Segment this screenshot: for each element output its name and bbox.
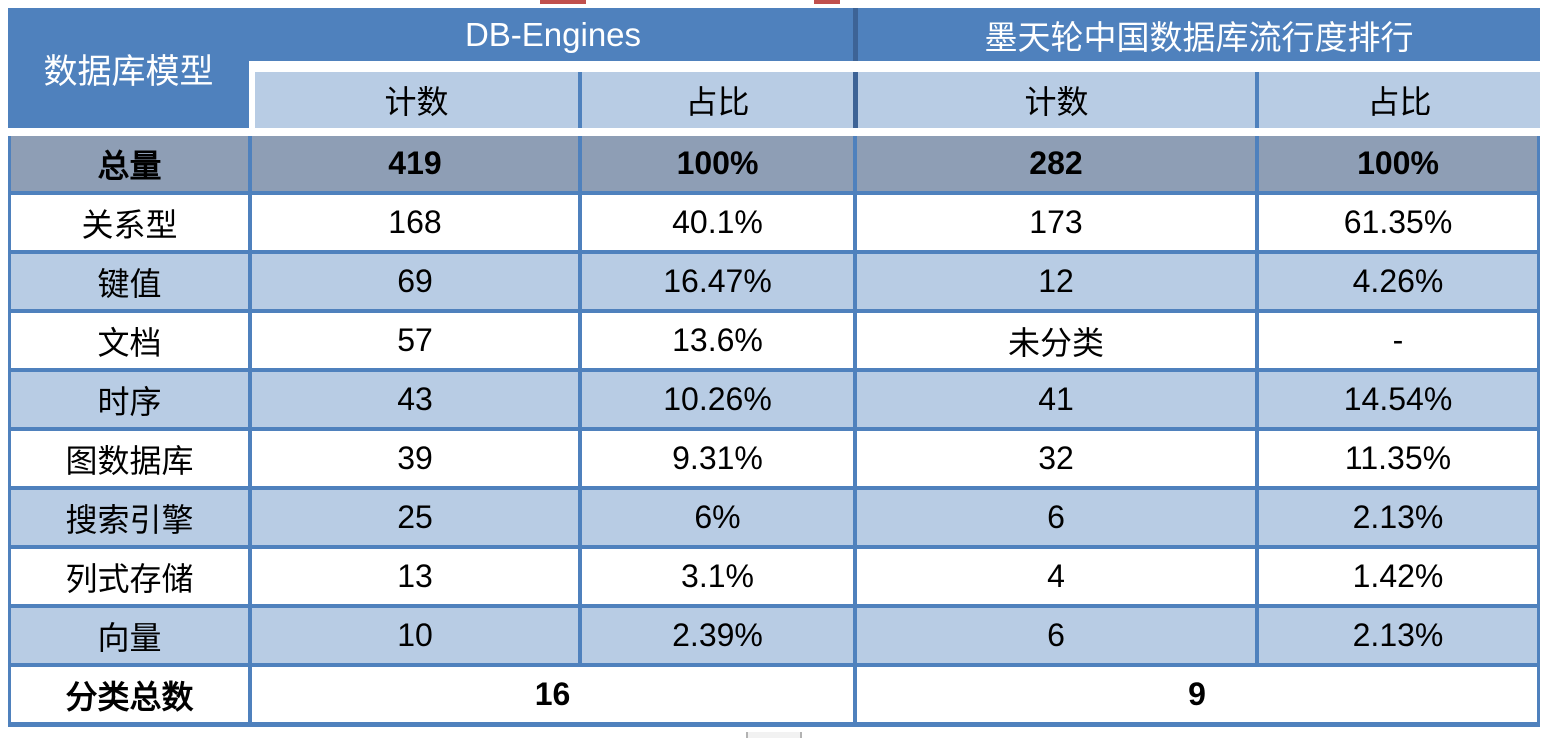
- cell-value: 6%: [582, 490, 853, 545]
- cell-value: 173: [857, 195, 1255, 250]
- cropped-red-text-artifact: [814, 0, 840, 4]
- cell-value: 1.42%: [1259, 549, 1537, 604]
- cell-value: 3.1%: [582, 549, 853, 604]
- table-row-total: 总量 419 100% 282 100%: [11, 136, 1537, 191]
- row-label: 图数据库: [11, 431, 248, 486]
- cell-value: 16.47%: [582, 254, 853, 309]
- cell-value-merged: 9: [857, 667, 1537, 722]
- cell-value: 10.26%: [582, 372, 853, 427]
- cell-value: 69: [252, 254, 578, 309]
- table-row: 向量 10 2.39% 6 2.13%: [11, 608, 1537, 663]
- subheader-share-db-engines: 占比: [582, 72, 853, 128]
- cell-value: 6: [857, 490, 1255, 545]
- cell-value: 61.35%: [1259, 195, 1537, 250]
- cell-value: 12: [857, 254, 1255, 309]
- row-label: 键值: [11, 254, 248, 309]
- table-body: 总量 419 100% 282 100% 关系型 168 40.1% 173 6…: [8, 136, 1540, 727]
- cropped-red-text-artifact: [540, 0, 586, 4]
- cell-value: 39: [252, 431, 578, 486]
- column-group-motianlun: 墨天轮中国数据库流行度排行: [984, 18, 1414, 56]
- header-gridline: [249, 61, 255, 128]
- row-label: 文档: [11, 313, 248, 368]
- header-gridline: [853, 72, 858, 128]
- table-row: 搜索引擎 25 6% 6 2.13%: [11, 490, 1537, 545]
- table-row: 关系型 168 40.1% 173 61.35%: [11, 195, 1537, 250]
- cell-value: 9.31%: [582, 431, 853, 486]
- bottom-scroll-artifact: [746, 732, 802, 738]
- table-header: 数据库模型 DB-Engines 墨天轮中国数据库流行度排行 计数 占比 计数 …: [8, 8, 1540, 128]
- cell-value: -: [1259, 313, 1537, 368]
- row-label: 关系型: [11, 195, 248, 250]
- table-row-category-count: 分类总数 16 9: [11, 667, 1537, 722]
- table-row: 文档 57 13.6% 未分类 -: [11, 313, 1537, 368]
- cell-value: 13.6%: [582, 313, 853, 368]
- cell-value: 25: [252, 490, 578, 545]
- column-group-db-engines: DB-Engines: [464, 15, 642, 53]
- header-gridline: [853, 8, 858, 61]
- cell-value: 40.1%: [582, 195, 853, 250]
- cell-value: 32: [857, 431, 1255, 486]
- cell-value: 13: [252, 549, 578, 604]
- cell-value: 11.35%: [1259, 431, 1537, 486]
- cell-value: 43: [252, 372, 578, 427]
- cell-value: 4.26%: [1259, 254, 1537, 309]
- row-label: 向量: [11, 608, 248, 663]
- table-row: 列式存储 13 3.1% 4 1.42%: [11, 549, 1537, 604]
- row-label: 总量: [11, 136, 248, 191]
- table-row: 时序 43 10.26% 41 14.54%: [11, 372, 1537, 427]
- table-row: 图数据库 39 9.31% 32 11.35%: [11, 431, 1537, 486]
- cell-value: 2.13%: [1259, 490, 1537, 545]
- cell-value: 41: [857, 372, 1255, 427]
- cell-value: 6: [857, 608, 1255, 663]
- row-label: 搜索引擎: [11, 490, 248, 545]
- cell-value: 419: [252, 136, 578, 191]
- cell-value: 2.13%: [1259, 608, 1537, 663]
- cell-value: 100%: [582, 136, 853, 191]
- subheader-share-motianlun: 占比: [1259, 72, 1540, 128]
- cell-value-merged: 16: [252, 667, 853, 722]
- corner-header-cell: 数据库模型: [43, 52, 214, 91]
- cell-value: 168: [252, 195, 578, 250]
- cell-value: 10: [252, 608, 578, 663]
- row-label: 时序: [11, 372, 248, 427]
- table-row: 键值 69 16.47% 12 4.26%: [11, 254, 1537, 309]
- cell-value: 14.54%: [1259, 372, 1537, 427]
- header-gridline: [253, 61, 1540, 72]
- subheader-count-db-engines: 计数: [255, 72, 578, 128]
- cell-value: 100%: [1259, 136, 1537, 191]
- cell-value: 57: [252, 313, 578, 368]
- row-label: 列式存储: [11, 549, 248, 604]
- row-label: 分类总数: [11, 667, 248, 722]
- cell-value: 282: [857, 136, 1255, 191]
- cell-value: 4: [857, 549, 1255, 604]
- database-model-comparison-table: 数据库模型 DB-Engines 墨天轮中国数据库流行度排行 计数 占比 计数 …: [8, 8, 1540, 727]
- cell-value: 2.39%: [582, 608, 853, 663]
- cell-value: 未分类: [857, 313, 1255, 368]
- subheader-count-motianlun: 计数: [858, 72, 1255, 128]
